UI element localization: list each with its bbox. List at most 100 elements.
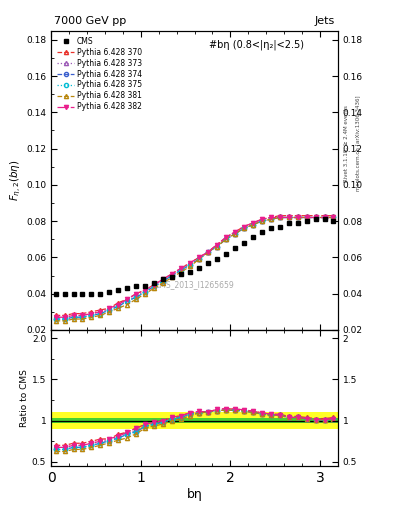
Pythia 6.428 374 (134, 294, 139, 301)
Pythia 6.428 382 (89, 311, 94, 317)
Pythia 6.428 382 (277, 215, 282, 221)
CMS (304, 218, 309, 224)
CMS (277, 224, 282, 230)
Pythia 6.428 382 (233, 229, 237, 235)
Y-axis label: $F_{\eta,2}(b\eta)$: $F_{\eta,2}(b\eta)$ (9, 160, 23, 201)
Pythia 6.428 382 (179, 265, 184, 271)
CMS (313, 216, 318, 222)
Pythia 6.428 370 (277, 212, 282, 219)
Pythia 6.428 374 (331, 215, 336, 221)
Line: CMS: CMS (53, 217, 336, 296)
Pythia 6.428 374 (116, 303, 121, 309)
CMS (322, 216, 327, 222)
CMS (331, 218, 336, 224)
Pythia 6.428 370 (206, 249, 210, 255)
Pythia 6.428 370 (196, 254, 201, 261)
Pythia 6.428 382 (161, 276, 165, 282)
Pythia 6.428 382 (250, 220, 255, 226)
Pythia 6.428 381 (62, 318, 67, 324)
Pythia 6.428 370 (233, 229, 237, 235)
Pythia 6.428 374 (313, 215, 318, 221)
Pythia 6.428 381 (206, 249, 210, 255)
Pythia 6.428 381 (71, 316, 76, 322)
Pythia 6.428 374 (179, 267, 184, 273)
Pythia 6.428 370 (295, 212, 300, 219)
Pythia 6.428 370 (224, 234, 228, 241)
CMS (295, 220, 300, 226)
CMS (233, 245, 237, 251)
Pythia 6.428 370 (188, 260, 193, 266)
Pythia 6.428 370 (62, 312, 67, 318)
Pythia 6.428 374 (71, 314, 76, 321)
CMS (71, 291, 76, 297)
Pythia 6.428 375 (259, 218, 264, 224)
Pythia 6.428 381 (107, 309, 112, 315)
Pythia 6.428 374 (80, 314, 85, 321)
Pythia 6.428 382 (134, 291, 139, 297)
Pythia 6.428 373 (170, 272, 174, 279)
Pythia 6.428 381 (152, 285, 156, 291)
Pythia 6.428 373 (107, 307, 112, 313)
Pythia 6.428 382 (116, 302, 121, 308)
Pythia 6.428 375 (233, 231, 237, 237)
Pythia 6.428 374 (224, 236, 228, 242)
Pythia 6.428 374 (322, 215, 327, 221)
Pythia 6.428 381 (268, 216, 273, 222)
CMS (268, 225, 273, 231)
Pythia 6.428 375 (206, 249, 210, 255)
Pythia 6.428 381 (179, 269, 184, 275)
Pythia 6.428 375 (322, 215, 327, 221)
Pythia 6.428 382 (215, 242, 219, 248)
Pythia 6.428 373 (134, 292, 139, 298)
Pythia 6.428 373 (125, 298, 130, 304)
Pythia 6.428 370 (268, 215, 273, 221)
Pythia 6.428 370 (170, 271, 174, 277)
Pythia 6.428 370 (89, 309, 94, 315)
Pythia 6.428 375 (89, 312, 94, 318)
CMS (259, 229, 264, 235)
Pythia 6.428 381 (134, 296, 139, 302)
Pythia 6.428 382 (125, 296, 130, 302)
Line: Pythia 6.428 375: Pythia 6.428 375 (53, 216, 336, 321)
Pythia 6.428 373 (250, 222, 255, 228)
Pythia 6.428 375 (304, 215, 309, 221)
Pythia 6.428 375 (107, 307, 112, 313)
Pythia 6.428 370 (250, 220, 255, 226)
Pythia 6.428 373 (179, 267, 184, 273)
Pythia 6.428 374 (188, 262, 193, 268)
CMS (134, 283, 139, 289)
Pythia 6.428 375 (143, 289, 148, 295)
CMS (161, 276, 165, 282)
Text: CMS_2013_I1265659: CMS_2013_I1265659 (155, 281, 234, 290)
Pythia 6.428 375 (188, 262, 193, 268)
Y-axis label: Ratio to CMS: Ratio to CMS (20, 369, 29, 427)
Pythia 6.428 373 (241, 225, 246, 231)
Pythia 6.428 382 (304, 215, 309, 221)
Pythia 6.428 381 (331, 215, 336, 221)
Pythia 6.428 374 (241, 225, 246, 231)
CMS (170, 274, 174, 281)
Pythia 6.428 382 (313, 215, 318, 221)
Pythia 6.428 373 (161, 278, 165, 284)
Pythia 6.428 382 (295, 215, 300, 221)
Pythia 6.428 381 (277, 215, 282, 221)
Pythia 6.428 381 (125, 302, 130, 308)
CMS (188, 269, 193, 275)
Pythia 6.428 375 (241, 225, 246, 231)
CMS (224, 251, 228, 257)
Pythia 6.428 382 (268, 215, 273, 221)
Pythia 6.428 370 (215, 242, 219, 248)
Pythia 6.428 373 (89, 311, 94, 317)
Pythia 6.428 381 (304, 215, 309, 221)
Pythia 6.428 374 (206, 249, 210, 255)
Pythia 6.428 375 (215, 243, 219, 249)
CMS (125, 285, 130, 291)
Pythia 6.428 381 (241, 225, 246, 231)
Pythia 6.428 381 (98, 312, 103, 318)
Pythia 6.428 373 (116, 302, 121, 308)
Pythia 6.428 374 (215, 243, 219, 249)
Pythia 6.428 381 (196, 256, 201, 262)
CMS (80, 291, 85, 297)
Pythia 6.428 370 (71, 311, 76, 317)
Pythia 6.428 382 (170, 271, 174, 277)
